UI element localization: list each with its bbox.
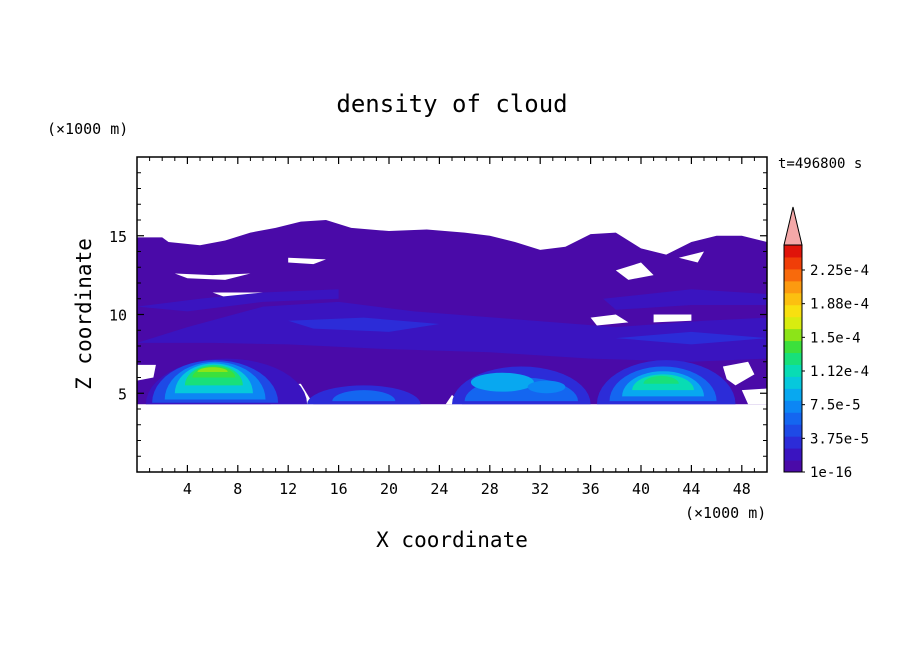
x-tick-label: 28 [481,480,499,498]
colorbar-label: 7.5e-5 [810,398,861,414]
clear-gap [741,388,767,405]
colorbar: 1e-16 3.75e-5 7.5e-5 1.12e-4 1.5e-4 1.88e-4 2.… [783,206,869,481]
colorbar-segment [784,328,802,342]
x-tick-label: 40 [632,480,650,498]
x-unit-label: (×1000 m) [685,504,766,522]
colorbar-segment [784,436,802,449]
convective-cell [332,390,396,402]
x-tick-label: 8 [233,480,242,498]
clear-gap [590,314,629,326]
x-tick-label: 16 [330,480,348,498]
cloud-band [603,289,767,310]
colorbar-label: 2.25e-4 [810,263,869,279]
colorbar-segment [784,316,802,330]
x-tick-label: 24 [430,480,448,498]
cloud-band [288,317,440,332]
colorbar-label: 1e-16 [810,465,852,481]
x-tick-label: 4 [183,480,192,498]
x-tick-label: 48 [733,480,751,498]
y-tick-label: 5 [118,385,127,403]
colorbar-segment [784,304,802,318]
convective-cell [470,372,534,392]
y-axis-title: Z coordinate [72,238,96,390]
clear-gap [653,314,692,323]
colorbar-segment [784,448,802,461]
colorbar-segment [784,424,802,437]
x-tick-label: 12 [279,480,297,498]
colorbar-segment [784,340,802,354]
colorbar-segment [784,256,802,270]
convective-cell [527,380,566,394]
colorbar-segment [784,292,802,306]
x-axis-title: X coordinate [376,528,528,552]
y-unit-label: (×1000 m) [47,120,128,138]
colorbar-segment [784,460,802,473]
x-axis: 4 8 12 16 20 24 28 32 36 40 44 48 [149,157,755,498]
colorbar-segment [784,412,802,425]
colorbar-extend-arrow [783,206,803,246]
cloud-band [137,301,767,362]
colorbar-segment [784,400,802,413]
colorbar-label: 1.5e-4 [810,330,861,346]
cloud-band [137,289,339,312]
colorbar-segment [784,268,802,282]
colorbar-frame [783,244,803,473]
clear-gap [137,364,156,381]
convective-cell [197,367,228,372]
cloud-field [137,220,767,405]
colorbar-segment [784,388,802,401]
x-tick-label: 20 [380,480,398,498]
x-tick-label: 36 [582,480,600,498]
colorbar-segment [784,280,802,294]
clear-gap [288,257,326,265]
convective-cell [643,375,679,384]
x-tick-label: 44 [682,480,700,498]
cloud-band [615,331,767,345]
colorbar-label: 1.88e-4 [810,297,869,313]
y-axis: 5 10 15 [109,172,767,457]
colorbar-label: 3.75e-5 [810,431,869,447]
clear-gap [174,273,251,280]
colorbar-segment [784,352,802,365]
y-tick-label: 10 [109,307,127,325]
colorbar-segment [784,364,802,377]
clear-gap [615,262,654,280]
time-label: t=496800 s [778,156,862,172]
colorbar-segment [784,245,802,258]
colorbar-label: 1.12e-4 [810,364,869,380]
colorbar-segment [784,376,802,389]
y-tick-label: 15 [109,228,127,246]
clear-gap [722,361,755,386]
chart-title: density of cloud [336,90,567,118]
clear-gap [678,251,704,263]
x-tick-label: 32 [531,480,549,498]
